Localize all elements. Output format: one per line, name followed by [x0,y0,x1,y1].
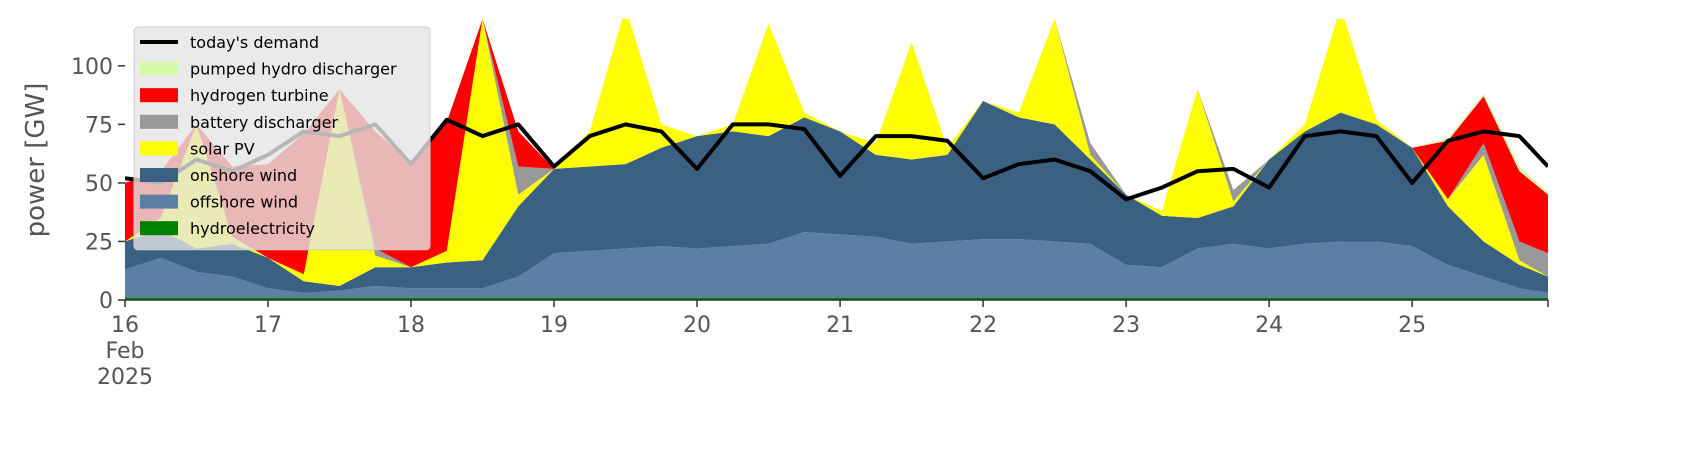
y-tick-label: 0 [99,289,113,314]
area [125,19,1548,286]
x-tick-label-line: 2025 [97,365,153,390]
legend-label: solar PV [190,139,255,158]
legend-swatch [140,114,178,129]
legend-swatch [140,141,178,156]
legend-swatch [140,194,178,209]
x-tick-label-line: 16 [111,313,139,338]
legend-swatch [140,88,178,103]
x-tick-label: 19 [540,313,568,338]
x-tick-label: 21 [826,313,854,338]
x-tick-label: 17 [254,313,282,338]
x-tick-label: 25 [1398,313,1426,338]
x-tick-label-line: Feb [106,339,145,364]
legend-swatch [140,61,178,76]
legend-label: battery discharger [190,113,338,132]
x-tick-label: 23 [1112,313,1140,338]
legend-label: today's demand [190,33,319,52]
legend-label: offshore wind [190,193,298,212]
y-axis-label: power [GW] [21,83,51,238]
legend-label: onshore wind [190,166,297,185]
x-tick-label: 22 [969,313,997,338]
area [125,100,1548,293]
legend-box [133,26,431,251]
x-tick-label: 24 [1255,313,1283,338]
legend-label: hydroelectricity [190,219,315,238]
area [125,232,1548,298]
y-tick-label: 75 [85,113,113,138]
x-tick-label: 20 [683,313,711,338]
x-tick-label: 16 Feb 2025 [97,313,153,390]
legend-swatch [140,168,178,182]
x-tick-label: 18 [397,313,425,338]
legend-label: pumped hydro discharger [190,60,397,79]
y-tick-label: 50 [85,172,113,197]
legend-swatch [140,221,178,236]
y-tick-label: 25 [85,230,113,255]
legend-label: hydrogen turbine [190,86,329,105]
y-tick-label: 100 [71,55,113,80]
